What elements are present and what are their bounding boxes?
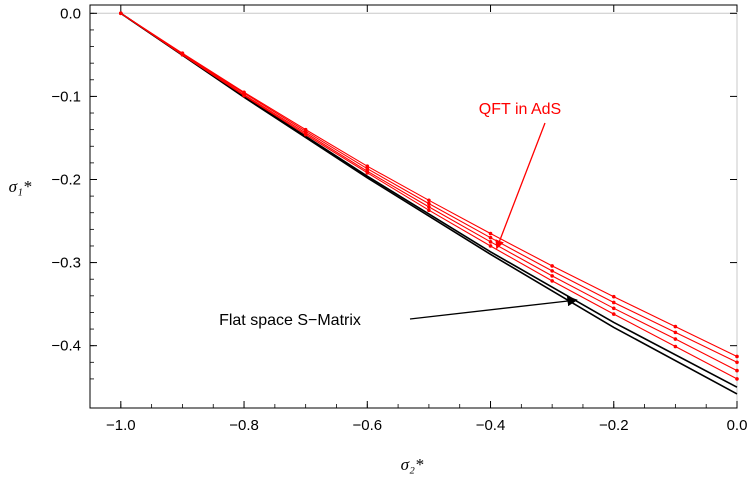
series-point-3 [673,337,678,341]
annotation-flat-space-arrow [409,295,578,320]
series-point-5 [611,294,616,299]
series-point-5 [119,11,123,16]
series-point-3 [488,240,493,244]
series-point-4 [735,360,739,365]
annotation-qft: QFT in AdS [479,101,561,250]
x-tick-label: −0.2 [599,417,629,434]
x-tick-label: 0.0 [727,417,748,434]
series-point-4 [488,235,493,240]
x-tick-label: −1.0 [106,417,136,434]
y-axis: 0.0 −0.1 −0.2 −0.3 −0.4 [51,5,737,380]
x-axis: −1.0 −0.8 −0.6 −0.4 −0.2 0.0 [106,5,747,434]
y-tick-label: 0.0 [60,5,81,22]
series-point-5 [303,127,308,132]
series-line-5 [120,12,738,357]
y-tick-label: −0.2 [51,171,81,188]
annotation-flat-space-label: Flat space S−Matrix [219,312,361,329]
y-tick-label: −0.1 [51,88,81,105]
plot-frame [89,4,738,409]
y-axis-title: σ₁* [9,177,32,196]
series-point-2 [611,312,616,316]
annotation-flat-space: Flat space S−Matrix [219,295,578,329]
series-point-3 [427,205,431,209]
x-tick-label: −0.4 [476,417,506,434]
series-point-3 [611,306,616,311]
series-point-5 [427,198,431,203]
series-layer [119,11,739,395]
series-point-4 [550,269,554,273]
series-point-2 [735,377,739,381]
x-tick-label: −0.8 [229,417,259,434]
series-line-4 [120,12,738,363]
series-point-5 [550,264,554,268]
series-point-3 [550,274,554,278]
x-axis-title: σ₂* [401,455,424,474]
series-point-4 [673,330,678,335]
series-point-2 [427,208,431,213]
y-tick-label: −0.4 [51,338,81,355]
x-tick-label: −0.6 [352,417,382,434]
series-point-5 [673,324,678,329]
series-point-5 [488,231,493,236]
series-point-4 [427,201,431,206]
series-point-2 [550,279,554,283]
series-point-4 [611,300,616,305]
series-point-5 [365,164,370,168]
y-tick-label: −0.3 [51,255,81,272]
series-point-3 [735,368,739,373]
series-point-5 [180,51,185,55]
annotation-qft-label: QFT in AdS [479,101,561,118]
series-point-2 [488,244,493,248]
series-point-5 [242,90,246,95]
series-point-4 [365,166,370,171]
series-point-5 [735,354,739,359]
series-point-2 [673,344,678,349]
series-point-3 [365,169,370,173]
annotation-qft-arrow [495,122,546,250]
